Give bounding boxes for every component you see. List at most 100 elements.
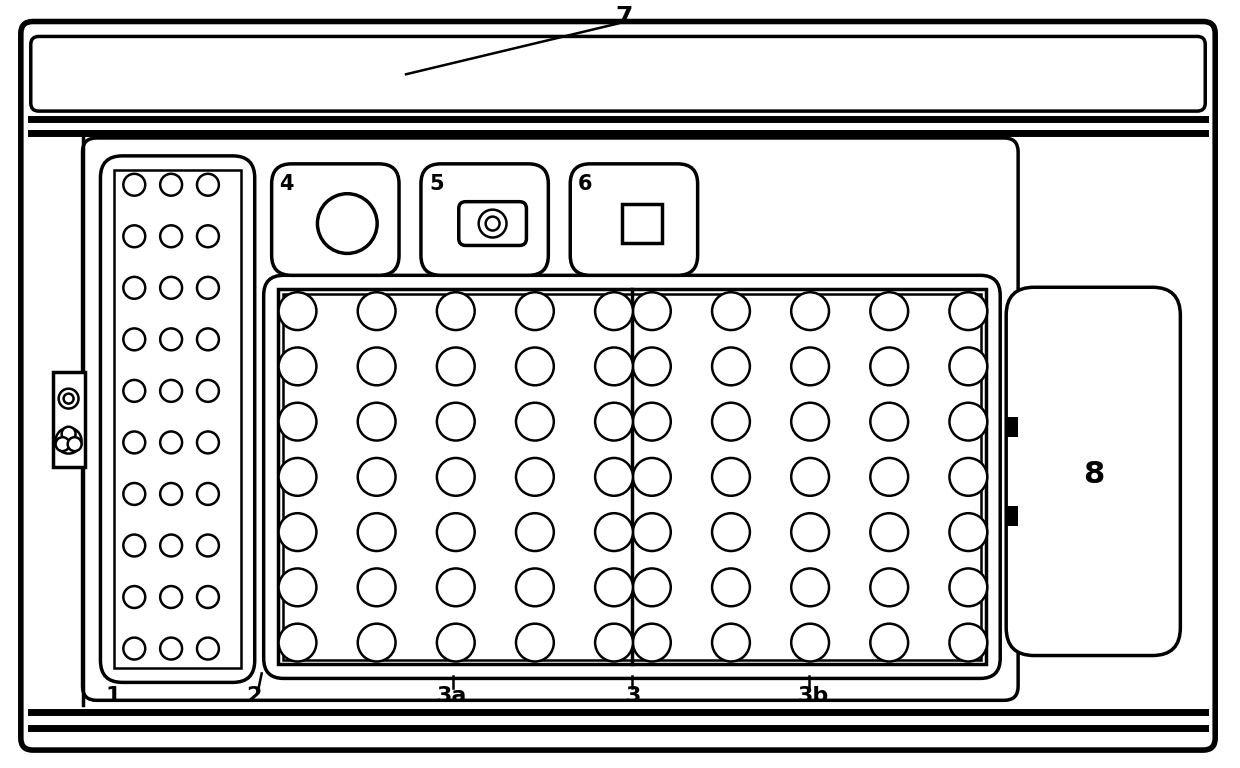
Circle shape	[279, 513, 316, 551]
Circle shape	[123, 586, 145, 608]
Circle shape	[317, 194, 377, 253]
FancyBboxPatch shape	[272, 164, 399, 275]
Circle shape	[950, 624, 987, 661]
Circle shape	[123, 225, 145, 247]
Circle shape	[123, 380, 145, 402]
Circle shape	[197, 432, 219, 453]
Circle shape	[595, 347, 632, 386]
Circle shape	[123, 329, 145, 350]
Circle shape	[950, 402, 987, 441]
Circle shape	[632, 347, 671, 386]
Circle shape	[791, 402, 830, 441]
Circle shape	[160, 174, 182, 196]
FancyBboxPatch shape	[570, 164, 698, 275]
FancyBboxPatch shape	[1006, 287, 1180, 656]
Circle shape	[63, 394, 73, 404]
Circle shape	[123, 432, 145, 453]
Circle shape	[123, 637, 145, 660]
Circle shape	[160, 225, 182, 247]
Circle shape	[279, 293, 316, 330]
Circle shape	[56, 437, 69, 451]
Circle shape	[516, 293, 554, 330]
Circle shape	[436, 458, 475, 496]
Text: 7: 7	[615, 5, 632, 28]
Circle shape	[870, 293, 908, 330]
Circle shape	[436, 293, 475, 330]
Circle shape	[712, 402, 750, 441]
Text: 8: 8	[1083, 460, 1104, 489]
Circle shape	[791, 624, 830, 661]
FancyBboxPatch shape	[31, 36, 1205, 111]
Circle shape	[516, 568, 554, 606]
Circle shape	[712, 624, 750, 661]
Circle shape	[712, 513, 750, 551]
Circle shape	[123, 277, 145, 299]
Circle shape	[595, 293, 632, 330]
Circle shape	[436, 568, 475, 606]
Circle shape	[197, 174, 219, 196]
Circle shape	[595, 458, 632, 496]
Circle shape	[791, 513, 830, 551]
Circle shape	[712, 347, 750, 386]
FancyBboxPatch shape	[100, 156, 254, 683]
Circle shape	[279, 347, 316, 386]
Circle shape	[197, 380, 219, 402]
Circle shape	[160, 432, 182, 453]
Circle shape	[68, 437, 82, 451]
Circle shape	[160, 380, 182, 402]
Circle shape	[160, 586, 182, 608]
Circle shape	[950, 568, 987, 606]
Circle shape	[632, 293, 671, 330]
Circle shape	[58, 389, 78, 409]
Circle shape	[279, 624, 316, 661]
Circle shape	[870, 624, 908, 661]
Bar	[1006, 505, 1018, 525]
Circle shape	[160, 535, 182, 557]
Circle shape	[486, 217, 500, 230]
Circle shape	[436, 402, 475, 441]
Circle shape	[632, 624, 671, 661]
Circle shape	[62, 427, 76, 441]
Bar	[52, 372, 84, 468]
Circle shape	[870, 568, 908, 606]
Circle shape	[357, 458, 396, 496]
Circle shape	[279, 402, 316, 441]
Circle shape	[123, 483, 145, 505]
Circle shape	[632, 458, 671, 496]
Bar	[114, 170, 241, 668]
Circle shape	[357, 402, 396, 441]
Circle shape	[197, 535, 219, 557]
Circle shape	[160, 329, 182, 350]
Circle shape	[197, 483, 219, 505]
Text: 3b: 3b	[797, 687, 828, 707]
Circle shape	[950, 293, 987, 330]
Text: 5: 5	[429, 174, 444, 194]
Text: 1: 1	[105, 687, 122, 707]
Text: 3: 3	[626, 687, 641, 707]
Text: 3a: 3a	[436, 687, 467, 707]
Circle shape	[197, 329, 219, 350]
Circle shape	[791, 458, 830, 496]
Circle shape	[436, 347, 475, 386]
Circle shape	[595, 513, 632, 551]
Circle shape	[123, 174, 145, 196]
Bar	[283, 294, 981, 660]
Circle shape	[516, 513, 554, 551]
Circle shape	[197, 225, 219, 247]
Circle shape	[950, 513, 987, 551]
Circle shape	[791, 293, 830, 330]
Circle shape	[791, 568, 830, 606]
Circle shape	[160, 277, 182, 299]
Circle shape	[197, 586, 219, 608]
Bar	[1006, 417, 1018, 437]
Text: 2: 2	[246, 687, 262, 707]
Circle shape	[160, 483, 182, 505]
FancyBboxPatch shape	[420, 164, 548, 275]
Circle shape	[950, 347, 987, 386]
FancyBboxPatch shape	[459, 202, 527, 246]
Circle shape	[870, 458, 908, 496]
Bar	[278, 290, 986, 664]
Circle shape	[950, 458, 987, 496]
Circle shape	[357, 513, 396, 551]
Text: 6: 6	[578, 174, 593, 194]
